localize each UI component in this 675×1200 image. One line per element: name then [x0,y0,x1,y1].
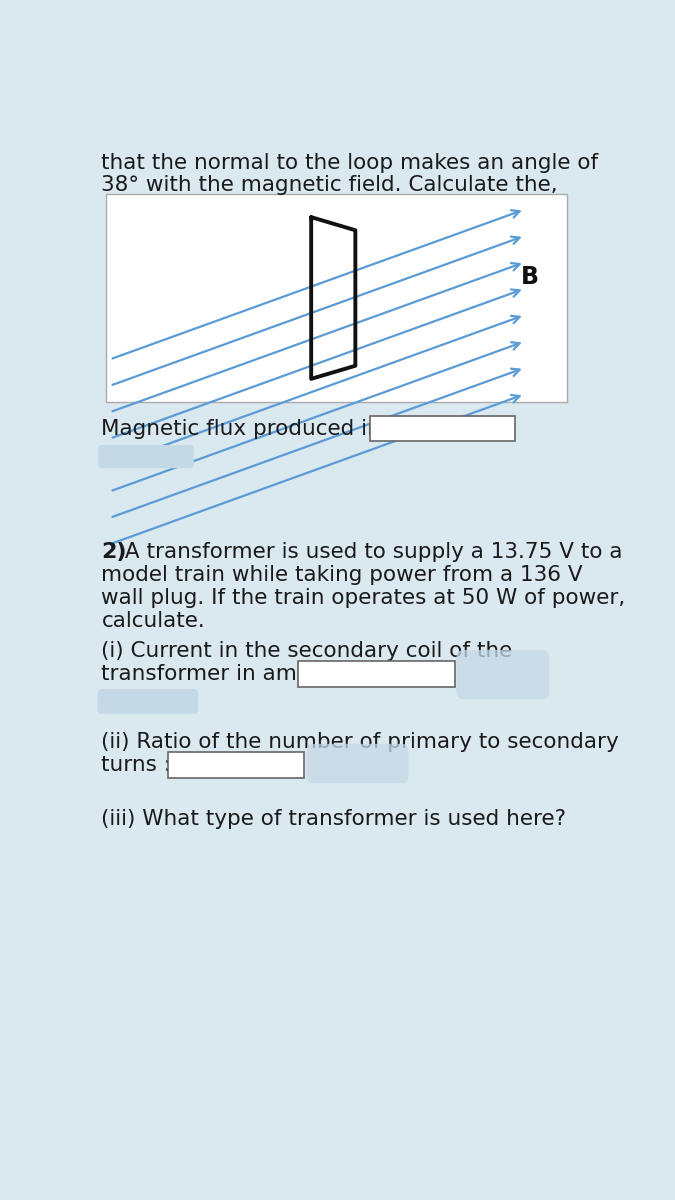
Text: 2): 2) [101,542,127,562]
Text: B: B [521,265,539,289]
Text: (i) Current in the secondary coil of the: (i) Current in the secondary coil of the [101,641,513,661]
Text: transformer in amperes :: transformer in amperes : [101,664,371,684]
Text: calculate.: calculate. [101,611,205,631]
Text: 38° with the magnetic field. Calculate the,: 38° with the magnetic field. Calculate t… [101,175,558,194]
Text: A transformer is used to supply a 13.75 V to a: A transformer is used to supply a 13.75 … [117,542,622,562]
Text: that the normal to the loop makes an angle of: that the normal to the loop makes an ang… [101,154,599,173]
Bar [298,661,455,686]
Text: model train while taking power from a 136 V: model train while taking power from a 13… [101,565,583,586]
Text: turns :: turns : [101,755,171,775]
Text: (ii) Ratio of the number of primary to secondary: (ii) Ratio of the number of primary to s… [101,732,619,751]
Text: wall plug. If the train operates at 50 W of power,: wall plug. If the train operates at 50 W… [101,588,626,608]
Text: Magnetic flux produced in weber :: Magnetic flux produced in weber : [101,419,469,439]
Bar [106,194,567,402]
Bar [370,416,515,442]
Bar [168,752,304,778]
FancyBboxPatch shape [98,689,198,714]
FancyBboxPatch shape [99,445,194,468]
Text: (iii) What type of transformer is used here?: (iii) What type of transformer is used h… [101,809,566,828]
FancyBboxPatch shape [307,744,408,784]
FancyBboxPatch shape [456,650,549,700]
